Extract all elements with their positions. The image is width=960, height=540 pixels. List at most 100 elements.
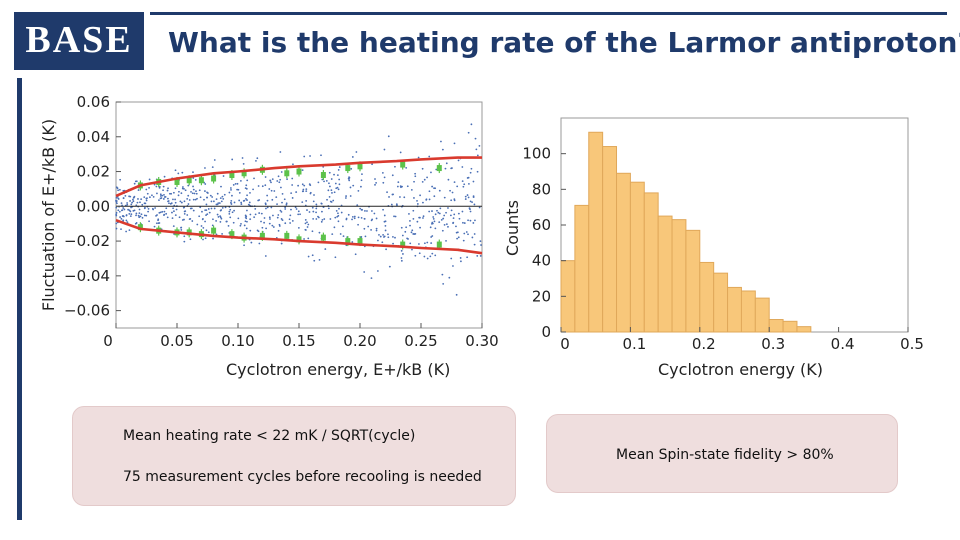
scatter-point	[230, 199, 233, 202]
scatter-point	[163, 213, 166, 216]
scatter-point	[266, 199, 269, 202]
scatter-point	[320, 154, 322, 157]
scatter-point	[438, 212, 441, 215]
scatter-point	[206, 192, 209, 194]
scatter-point	[329, 185, 331, 188]
scatter-point	[351, 215, 354, 218]
scatter-point	[351, 241, 354, 243]
scatter-point	[432, 216, 435, 218]
scatter-point	[471, 201, 473, 204]
scatter-point	[431, 252, 434, 255]
scatter-x-tick-label: 0.15	[282, 332, 315, 350]
scatter-point	[347, 213, 350, 216]
scatter-point	[215, 220, 218, 222]
scatter-x-label: Cyclotron energy, E+/kB (K)	[226, 360, 450, 379]
binned-marker	[357, 238, 363, 245]
scatter-point	[410, 188, 413, 191]
scatter-point	[306, 221, 308, 224]
scatter-point	[291, 177, 294, 180]
scatter-point	[413, 197, 415, 199]
scatter-point	[212, 237, 214, 240]
histogram-y-tick-label: 100	[522, 145, 551, 163]
binned-marker	[259, 232, 265, 239]
scatter-point	[328, 171, 331, 174]
scatter-point	[258, 242, 261, 245]
scatter-point	[272, 226, 275, 228]
scatter-point	[376, 270, 379, 272]
scatter-point	[155, 214, 157, 217]
scatter-y-tick-label: 0.02	[77, 163, 110, 181]
binned-marker	[229, 172, 235, 179]
scatter-point	[445, 211, 447, 214]
scatter-point	[355, 151, 358, 153]
scatter-point	[246, 179, 249, 182]
scatter-point	[467, 176, 470, 179]
scatter-point	[303, 184, 306, 187]
scatter-point	[382, 208, 384, 211]
scatter-point	[305, 190, 308, 192]
scatter-point	[238, 191, 241, 194]
scatter-point	[236, 182, 239, 185]
scatter-point	[375, 229, 378, 232]
scatter-point	[250, 241, 253, 244]
scatter-point	[243, 199, 246, 202]
scatter-point	[219, 197, 222, 199]
scatter-point	[406, 185, 409, 188]
binned-marker	[229, 231, 235, 238]
scatter-point	[473, 203, 476, 206]
histogram-bar	[657, 215, 673, 333]
scatter-point	[418, 243, 420, 245]
scatter-point	[463, 232, 466, 235]
binned-marker	[400, 161, 406, 168]
scatter-point	[416, 220, 419, 223]
scatter-point	[383, 176, 386, 179]
scatter-point	[431, 235, 434, 237]
scatter-point	[460, 260, 462, 263]
scatter-point	[366, 210, 368, 212]
scatter-point	[124, 194, 127, 197]
scatter-point	[145, 214, 148, 217]
scatter-point	[288, 218, 291, 221]
scatter-point	[158, 222, 161, 224]
scatter-point	[448, 276, 451, 279]
scatter-point	[422, 201, 424, 204]
scatter-point	[422, 215, 425, 218]
scatter-point	[383, 220, 386, 223]
scatter-point	[286, 178, 288, 181]
scatter-point	[190, 207, 193, 210]
scatter-point	[215, 198, 218, 201]
scatter-point	[469, 219, 472, 222]
scatter-point	[472, 180, 475, 183]
scatter-point	[330, 201, 333, 203]
scatter-point	[189, 238, 192, 241]
binned-marker	[137, 224, 143, 231]
scatter-point	[138, 208, 141, 211]
binned-marker	[345, 165, 351, 172]
scatter-point	[202, 238, 204, 241]
scatter-point	[245, 184, 248, 187]
scatter-point	[388, 196, 390, 198]
histogram-y-tick-label: 60	[532, 216, 551, 234]
scatter-point	[341, 225, 344, 228]
scatter-point	[464, 195, 467, 198]
scatter-point	[295, 208, 298, 210]
histogram-x-label: Cyclotron energy (K)	[658, 360, 823, 379]
scatter-point	[117, 209, 120, 212]
scatter-point	[426, 176, 428, 179]
scatter-point	[407, 238, 409, 240]
binned-marker	[241, 170, 247, 177]
scatter-point	[206, 196, 208, 199]
binned-marker	[436, 165, 442, 172]
scatter-point	[140, 213, 143, 216]
scatter-point	[330, 178, 333, 180]
scatter-point	[419, 226, 421, 229]
scatter-point	[180, 229, 183, 231]
scatter-point	[115, 206, 118, 209]
scatter-point	[186, 214, 189, 216]
scatter-point	[306, 226, 309, 228]
scatter-point	[245, 197, 247, 200]
scatter-point	[428, 190, 431, 193]
scatter-point	[122, 219, 125, 222]
scatter-point	[338, 183, 341, 186]
scatter-point	[125, 214, 128, 216]
